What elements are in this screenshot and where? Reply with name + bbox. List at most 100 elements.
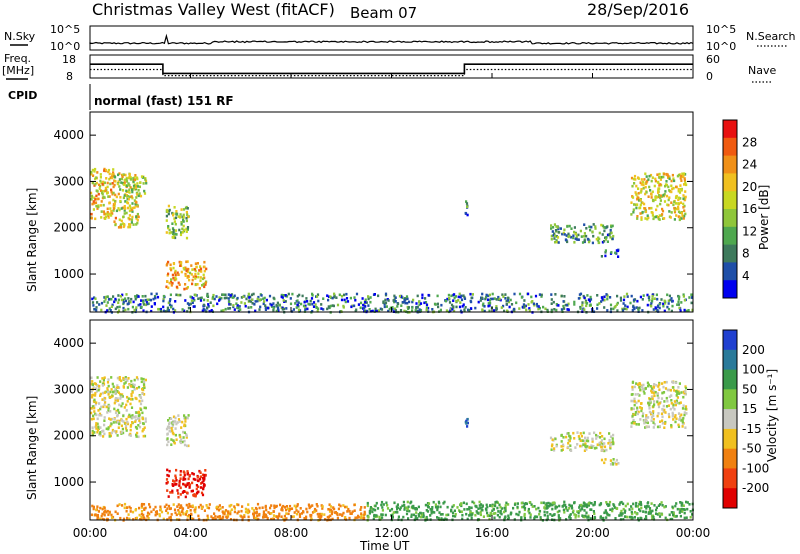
data-cell [183, 309, 186, 313]
data-cell [122, 376, 125, 380]
data-cell [359, 301, 363, 305]
data-cell [644, 505, 647, 508]
data-cell [360, 514, 363, 517]
data-cell [672, 381, 675, 384]
data-cell [237, 510, 240, 513]
data-cell [199, 503, 202, 507]
data-cell [182, 208, 186, 211]
data-cell [119, 392, 122, 396]
data-cell [203, 474, 206, 477]
data-cell [659, 202, 662, 206]
data-cell [480, 296, 484, 300]
data-cell [676, 396, 679, 399]
data-cell [179, 470, 182, 473]
data-cell [183, 483, 186, 487]
data-cell [285, 307, 288, 310]
data-cell [517, 513, 520, 517]
data-cell [585, 511, 588, 515]
data-cell [581, 241, 585, 244]
data-cell [333, 292, 336, 296]
data-cell [126, 195, 130, 198]
data-cell [174, 276, 177, 280]
data-cell [644, 386, 647, 390]
data-cell [205, 267, 208, 271]
data-cell [447, 293, 450, 297]
data-cell [99, 189, 103, 192]
data-cell [91, 393, 95, 397]
colorbar-tick-label: 16 [742, 202, 757, 216]
data-cell [92, 417, 95, 421]
data-cell [306, 307, 309, 311]
data-cell [270, 305, 274, 308]
data-cell [535, 507, 538, 511]
data-cell [346, 510, 349, 513]
data-cell [206, 292, 209, 296]
x-tick-label: 00:00 [73, 526, 108, 540]
data-cell [300, 302, 303, 306]
data-cell [598, 503, 601, 507]
data-cell [115, 420, 118, 424]
data-cell [601, 240, 604, 244]
data-cell [168, 516, 171, 520]
data-cell [364, 298, 367, 302]
data-cell [277, 309, 280, 312]
data-cell [453, 509, 456, 513]
data-cell [141, 392, 144, 395]
data-cell [538, 510, 541, 513]
data-cell [184, 477, 187, 481]
data-cell [414, 514, 417, 518]
nsearch-tick-top: 10^5 [706, 23, 736, 36]
data-cell [646, 502, 649, 505]
data-cell [331, 304, 334, 307]
data-cell [372, 508, 375, 511]
data-cell [281, 308, 284, 311]
data-cell [634, 504, 638, 508]
data-cell [639, 206, 642, 210]
data-cell [107, 390, 110, 394]
data-cell [661, 207, 664, 211]
data-cell [617, 462, 620, 465]
data-cell [171, 211, 174, 215]
data-cell [185, 287, 188, 290]
data-cell [388, 308, 391, 311]
data-cell [304, 304, 307, 308]
cpid-panel: CPID normal (fast) 151 RF [8, 84, 234, 110]
data-cell [485, 503, 488, 507]
data-cell [504, 509, 507, 513]
data-cell [96, 207, 99, 210]
data-cell [652, 418, 655, 421]
data-cell [639, 388, 642, 392]
data-cell [184, 420, 187, 423]
data-cell [179, 213, 182, 216]
power-ylabel: Slant Range [km] [25, 188, 39, 292]
data-cell [245, 297, 248, 301]
data-cell [105, 510, 108, 514]
data-cell [110, 305, 113, 308]
data-cell [493, 504, 497, 508]
data-cell [499, 505, 502, 509]
data-cell [165, 219, 168, 222]
data-cell [647, 505, 650, 508]
data-cell [97, 425, 100, 429]
data-cell [681, 425, 684, 428]
data-cell [655, 384, 658, 387]
data-cell [589, 228, 592, 232]
data-cell [103, 506, 106, 510]
data-cell [240, 509, 243, 513]
data-cell [150, 510, 153, 514]
data-cell [172, 276, 175, 280]
data-cell [131, 398, 134, 401]
data-cell [637, 196, 640, 200]
data-cell [503, 516, 506, 519]
data-cell [344, 505, 347, 509]
data-cell [523, 506, 527, 510]
data-cell [202, 303, 205, 307]
data-cell [95, 508, 98, 512]
data-cell [169, 305, 173, 309]
data-cell [182, 436, 185, 439]
y-tick-label: 3000 [53, 174, 84, 188]
data-cell [281, 506, 284, 509]
data-cell [642, 510, 645, 513]
data-cell [289, 302, 293, 306]
data-cell [684, 212, 687, 216]
